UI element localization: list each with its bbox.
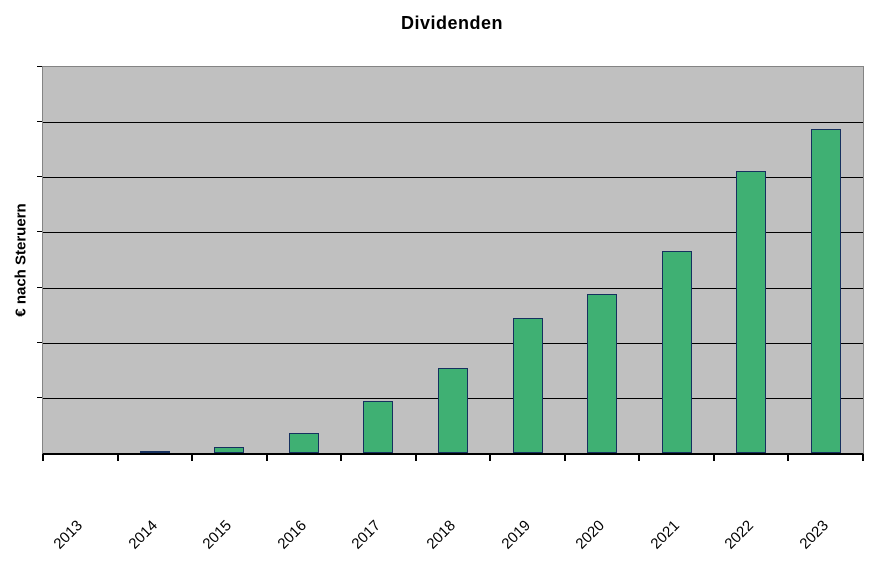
x-label-2017: 2017 bbox=[348, 517, 385, 553]
gridline bbox=[43, 177, 863, 178]
x-label-2021: 2021 bbox=[647, 517, 684, 553]
x-label-2018: 2018 bbox=[423, 517, 460, 553]
x-label-2022: 2022 bbox=[721, 517, 758, 553]
x-tick bbox=[191, 454, 193, 461]
x-label-2014: 2014 bbox=[125, 517, 162, 553]
x-tick bbox=[638, 454, 640, 461]
chart-title: Dividenden bbox=[400, 13, 503, 33]
x-tick bbox=[862, 454, 864, 461]
x-tick bbox=[713, 454, 715, 461]
bar-2015 bbox=[214, 447, 244, 453]
y-tick bbox=[37, 66, 42, 67]
bar-2021 bbox=[662, 251, 692, 453]
x-label-2019: 2019 bbox=[498, 517, 535, 553]
gridline bbox=[43, 232, 863, 233]
x-tick bbox=[564, 454, 566, 461]
y-tick bbox=[37, 231, 42, 232]
bar-2017 bbox=[363, 401, 393, 453]
x-label-2016: 2016 bbox=[274, 517, 311, 553]
x-label-2020: 2020 bbox=[572, 517, 609, 553]
x-label-2013: 2013 bbox=[50, 517, 87, 553]
x-tick bbox=[787, 454, 789, 461]
y-tick bbox=[37, 397, 42, 398]
y-tick bbox=[37, 121, 42, 122]
bar-2014 bbox=[140, 451, 170, 453]
bar-2018 bbox=[438, 368, 468, 453]
y-tick bbox=[37, 287, 42, 288]
bar-2020 bbox=[587, 294, 617, 453]
bar-2019 bbox=[513, 318, 543, 453]
gridline bbox=[43, 343, 863, 344]
bar-2022 bbox=[736, 171, 766, 453]
x-tick bbox=[340, 454, 342, 461]
bar-2016 bbox=[289, 433, 319, 453]
y-axis-label: € nach Steruern bbox=[12, 203, 30, 317]
x-tick bbox=[42, 454, 44, 461]
gridline bbox=[43, 288, 863, 289]
x-tick bbox=[415, 454, 417, 461]
y-tick bbox=[37, 342, 42, 343]
gridline bbox=[43, 122, 863, 123]
bar-2023 bbox=[811, 129, 841, 453]
x-tick bbox=[117, 454, 119, 461]
x-label-2015: 2015 bbox=[199, 517, 236, 553]
y-tick bbox=[37, 176, 42, 177]
x-label-2023: 2023 bbox=[796, 517, 833, 553]
x-tick bbox=[489, 454, 491, 461]
x-tick bbox=[266, 454, 268, 461]
plot-area bbox=[42, 66, 864, 455]
